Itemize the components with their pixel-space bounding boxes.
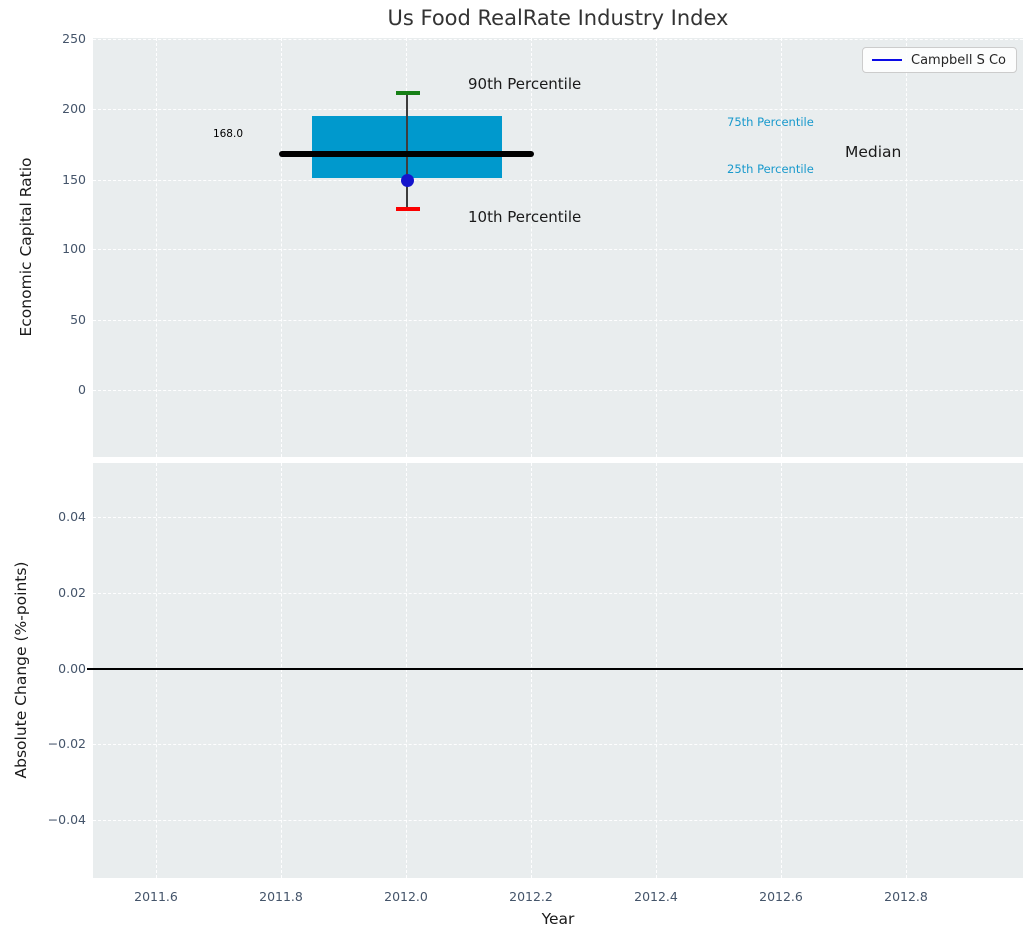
annotation-25th-percentile: 25th Percentile <box>727 162 814 176</box>
xtick-label: 2012.6 <box>759 889 803 904</box>
gridline <box>781 463 782 878</box>
gridline <box>281 463 282 878</box>
gridline <box>656 463 657 878</box>
gridline <box>656 38 657 457</box>
gridline <box>156 463 157 878</box>
gridline <box>93 820 1023 821</box>
gridline <box>93 180 1023 181</box>
bottom-y-axis-label: Absolute Change (%-points) <box>12 561 30 779</box>
gridline <box>156 38 157 457</box>
x-axis-label: Year <box>541 910 575 928</box>
company-data-point <box>401 174 414 187</box>
ytick-label: 250 <box>62 31 86 46</box>
gridline <box>906 463 907 878</box>
ytick-label: 150 <box>62 172 86 187</box>
annotation-10th-percentile: 10th Percentile <box>468 208 582 226</box>
gridline <box>531 463 532 878</box>
ytick-label: 200 <box>62 101 86 116</box>
whisker-line <box>406 92 408 209</box>
whisker-cap-90th <box>396 91 420 95</box>
annotation-median: Median <box>845 143 902 161</box>
annotation-90th-percentile: 90th Percentile <box>468 75 582 93</box>
gridline <box>93 320 1023 321</box>
gridline <box>906 38 907 457</box>
ytick-label: 50 <box>70 312 86 327</box>
ytick-label: −0.04 <box>47 812 86 827</box>
ytick-label: 0.04 <box>58 509 86 524</box>
legend: Campbell S Co <box>862 47 1017 73</box>
whisker-cap-10th <box>396 207 420 211</box>
median-value-label: 168.0 <box>212 128 243 140</box>
gridline <box>93 39 1023 40</box>
ytick-label: 0.00 <box>58 661 86 676</box>
gridline <box>781 38 782 457</box>
chart-title: Us Food RealRate Industry Index <box>387 6 729 30</box>
xtick-label: 2011.6 <box>134 889 178 904</box>
gridline <box>406 38 407 457</box>
gridline <box>93 109 1023 110</box>
ytick-label: 100 <box>62 241 86 256</box>
gridline <box>93 517 1023 518</box>
ytick-label: 0 <box>78 382 86 397</box>
ytick-label: −0.02 <box>47 736 86 751</box>
ytick-label: 0.02 <box>58 585 86 600</box>
bottom-subplot-area <box>93 463 1023 878</box>
top-subplot-area: 168.0 90th Percentile 10th Percentile 75… <box>93 38 1023 457</box>
xtick-label: 2012.2 <box>509 889 553 904</box>
gridline <box>93 249 1023 250</box>
legend-line-sample <box>872 58 903 62</box>
gridline <box>281 38 282 457</box>
gridline <box>93 744 1023 745</box>
gridline <box>531 38 532 457</box>
legend-series-label: Campbell S Co <box>911 52 1006 68</box>
gridline <box>93 390 1023 391</box>
xtick-label: 2012.8 <box>884 889 928 904</box>
zero-reference-line <box>87 668 1023 670</box>
annotation-75th-percentile: 75th Percentile <box>727 115 814 129</box>
xtick-label: 2012.4 <box>634 889 678 904</box>
top-y-axis-label: Economic Capital Ratio <box>17 157 35 337</box>
xtick-label: 2012.0 <box>384 889 428 904</box>
xtick-label: 2011.8 <box>259 889 303 904</box>
median-line <box>279 151 534 157</box>
gridline <box>93 593 1023 594</box>
gridline <box>406 463 407 878</box>
